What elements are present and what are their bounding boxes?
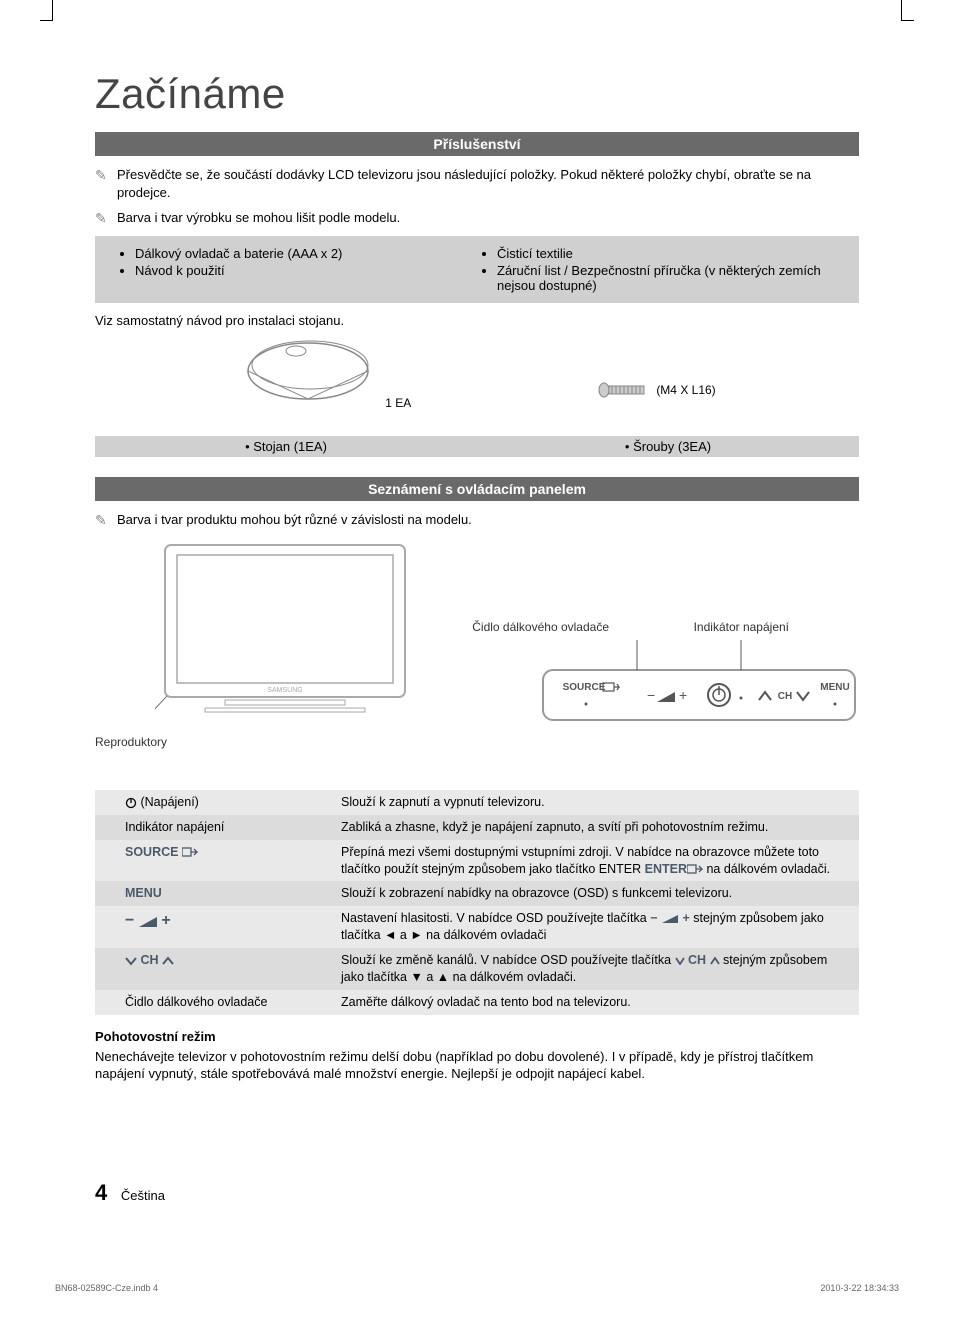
ctrl-desc-text: Slouží ke změně kanálů. V nabídce OSD po… (341, 953, 675, 967)
ctrl-desc: Slouží k zobrazení nabídky na obrazovce … (333, 881, 859, 906)
page-footer: 4 Čeština (95, 1180, 165, 1206)
footer-language: Čeština (121, 1188, 165, 1203)
ctrl-label: CH (95, 948, 333, 990)
ctrl-desc: Přepíná mezi všemi dostupnými vstupními … (333, 840, 859, 882)
svg-text:MENU: MENU (820, 682, 849, 693)
note-icon: ✎ (95, 166, 113, 185)
enter-icon (687, 864, 703, 874)
screw-image-wrap: (M4 X L16) (598, 380, 715, 400)
ctrl-label: Indikátor napájení (95, 815, 333, 840)
power-icon (125, 797, 137, 809)
tv-illustration: SAMSUNG (155, 540, 415, 740)
crop-mark (901, 0, 914, 21)
note-2-text: Barva i tvar výrobku se mohou lišit podl… (117, 209, 400, 227)
table-row: (Napájení) Slouží k zapnutí a vypnutí te… (95, 790, 859, 815)
note-3-text: Barva i tvar produktu mohou být různé v … (117, 511, 472, 529)
note-1: ✎ Přesvědčte se, že součástí dodávky LCD… (95, 166, 859, 201)
label-power-indicator: Indikátor napájení (694, 620, 789, 634)
subcap-left: • Stojan (1EA) (95, 439, 477, 454)
acc-item: Dálkový ovladač a baterie (AAA x 2) (135, 246, 477, 261)
ctrl-desc: Slouží ke změně kanálů. V nabídce OSD po… (333, 948, 859, 990)
tv-diagram: SAMSUNG Reproduktory SOURCE − + CH (95, 540, 859, 770)
subcap-left-text: Stojan (1EA) (253, 439, 327, 454)
page-title: Začínáme (95, 70, 859, 118)
acc-item: Záruční list / Bezpečnostní příručka (v … (497, 263, 839, 293)
ch-label: CH (140, 953, 162, 967)
crop-mark (40, 0, 53, 21)
ctrl-desc: Zaměřte dálkový ovladač na tento bod na … (333, 990, 859, 1015)
section-panel-header: Seznámení s ovládacím panelem (95, 477, 859, 501)
source-icon (182, 847, 198, 857)
stand-figure: 1 EA (M4 X L16) (95, 340, 859, 430)
ctrl-label: SOURCE (95, 840, 333, 882)
imprint-left: BN68-02589C-Cze.indb 4 (55, 1283, 158, 1293)
ctrl-label-text: SOURCE (125, 845, 178, 859)
subcap-right-text: Šrouby (3EA) (633, 439, 711, 454)
table-row: − + Nastavení hlasitosti. V nabídce OSD … (95, 906, 859, 948)
label-speakers: Reproduktory (95, 735, 167, 749)
ctrl-label: Čidlo dálkového ovladače (95, 990, 333, 1015)
label-remote-sensor: Čidlo dálkového ovladače (472, 620, 609, 634)
screw-spec: (M4 X L16) (656, 383, 715, 397)
volume-icon (661, 914, 679, 924)
accessories-box: Dálkový ovladač a baterie (AAA x 2) Návo… (95, 236, 859, 303)
subcap-bar: • Stojan (1EA) • Šrouby (3EA) (95, 436, 859, 457)
ctrl-label-text: (Napájení) (137, 795, 199, 809)
ctrl-label: (Napájení) (95, 790, 333, 815)
ctrl-desc-text: Nastavení hlasitosti. V nabídce OSD použ… (341, 911, 650, 925)
imprint-line: BN68-02589C-Cze.indb 4 2010-3-22 18:34:3… (55, 1283, 899, 1293)
svg-text:CH: CH (778, 691, 792, 702)
note-icon: ✎ (95, 209, 113, 228)
stand-install-note: Viz samostatný návod pro instalaci stoja… (95, 313, 859, 328)
ctrl-label: − + (95, 906, 333, 948)
control-panel-illustration: SOURCE − + CH MENU (539, 640, 859, 750)
stand-image-wrap: 1 EA (238, 331, 398, 430)
imprint-right: 2010-3-22 18:34:33 (820, 1283, 899, 1293)
table-row: Indikátor napájení Zabliká a zhasne, kdy… (95, 815, 859, 840)
ctrl-desc-tail: na dálkovém ovladači. (703, 862, 830, 876)
acc-item: Návod k použití (135, 263, 477, 278)
note-2: ✎ Barva i tvar výrobku se mohou lišit po… (95, 209, 859, 228)
controls-table: (Napájení) Slouží k zapnutí a vypnutí te… (95, 790, 859, 1015)
accessories-left-col: Dálkový ovladač a baterie (AAA x 2) Návo… (115, 244, 477, 295)
volume-icon (138, 916, 158, 928)
standby-body: Nenechávejte televizor v pohotovostním r… (95, 1048, 859, 1083)
svg-text:+: + (679, 687, 687, 703)
chevron-down-icon (125, 956, 137, 966)
ctrl-desc: Slouží k zapnutí a vypnutí televizoru. (333, 790, 859, 815)
svg-text:SAMSUNG: SAMSUNG (267, 687, 302, 694)
page-number: 4 (95, 1180, 107, 1205)
section-accessories-header: Příslušenství (95, 132, 859, 156)
table-row: CH Slouží ke změně kanálů. V nabídce OSD… (95, 948, 859, 990)
svg-text:−: − (647, 687, 655, 703)
table-row: MENU Slouží k zobrazení nabídky na obraz… (95, 881, 859, 906)
chevron-up-icon (710, 957, 720, 965)
note-3: ✎ Barva i tvar produktu mohou být různé … (95, 511, 859, 530)
subcap-right: • Šrouby (3EA) (477, 439, 859, 454)
accessories-right-col: Čisticí textilie Záruční list / Bezpečno… (477, 244, 839, 295)
ctrl-desc: Nastavení hlasitosti. V nabídce OSD použ… (333, 906, 859, 948)
stand-qty: 1 EA (318, 396, 478, 410)
ctrl-desc: Zabliká a zhasne, když je napájení zapnu… (333, 815, 859, 840)
standby-heading: Pohotovostní režim (95, 1029, 859, 1044)
chevron-up-icon (162, 956, 174, 966)
screw-illustration (598, 380, 648, 400)
table-row: SOURCE Přepíná mezi všemi dostupnými vst… (95, 840, 859, 882)
note-icon: ✎ (95, 511, 113, 530)
svg-text:SOURCE: SOURCE (563, 682, 606, 693)
ctrl-label: MENU (95, 881, 333, 906)
acc-item: Čisticí textilie (497, 246, 839, 261)
chevron-down-icon (675, 957, 685, 965)
note-1-text: Přesvědčte se, že součástí dodávky LCD t… (117, 166, 859, 201)
table-row: Čidlo dálkového ovladače Zaměřte dálkový… (95, 990, 859, 1015)
manual-page: Začínáme Příslušenství ✎ Přesvědčte se, … (0, 0, 954, 1321)
